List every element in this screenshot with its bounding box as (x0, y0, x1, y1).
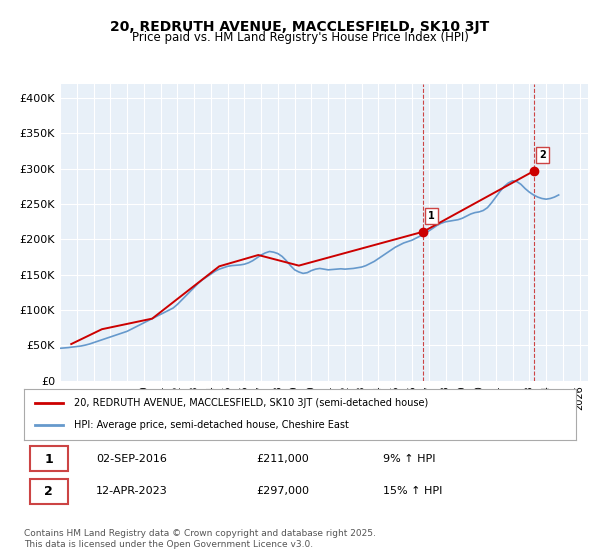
Text: £297,000: £297,000 (256, 487, 309, 497)
Text: HPI: Average price, semi-detached house, Cheshire East: HPI: Average price, semi-detached house,… (74, 421, 349, 431)
Text: Contains HM Land Registry data © Crown copyright and database right 2025.
This d: Contains HM Land Registry data © Crown c… (24, 529, 376, 549)
FancyBboxPatch shape (29, 479, 68, 503)
Text: £211,000: £211,000 (256, 454, 308, 464)
Text: 12-APR-2023: 12-APR-2023 (96, 487, 167, 497)
Text: 2: 2 (44, 485, 53, 498)
Text: 02-SEP-2016: 02-SEP-2016 (96, 454, 167, 464)
Text: 2: 2 (539, 150, 546, 160)
Text: 1: 1 (44, 452, 53, 466)
Text: 20, REDRUTH AVENUE, MACCLESFIELD, SK10 3JT (semi-detached house): 20, REDRUTH AVENUE, MACCLESFIELD, SK10 3… (74, 398, 428, 408)
Text: 15% ↑ HPI: 15% ↑ HPI (383, 487, 442, 497)
Text: 20, REDRUTH AVENUE, MACCLESFIELD, SK10 3JT: 20, REDRUTH AVENUE, MACCLESFIELD, SK10 3… (110, 20, 490, 34)
Text: 9% ↑ HPI: 9% ↑ HPI (383, 454, 436, 464)
Text: Price paid vs. HM Land Registry's House Price Index (HPI): Price paid vs. HM Land Registry's House … (131, 31, 469, 44)
FancyBboxPatch shape (29, 446, 68, 472)
Text: 1: 1 (428, 211, 435, 221)
